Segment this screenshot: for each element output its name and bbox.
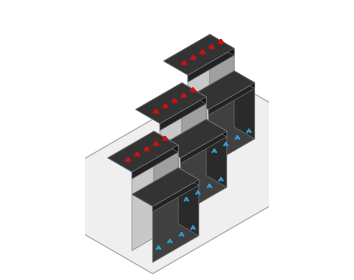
- Polygon shape: [164, 34, 234, 75]
- Polygon shape: [160, 119, 227, 158]
- Polygon shape: [19, 77, 354, 274]
- Polygon shape: [153, 180, 199, 262]
- Polygon shape: [209, 83, 255, 115]
- Polygon shape: [136, 83, 206, 123]
- Polygon shape: [132, 145, 178, 251]
- Polygon shape: [188, 48, 234, 82]
- Polygon shape: [188, 71, 255, 109]
- Polygon shape: [188, 48, 234, 154]
- Polygon shape: [154, 131, 178, 152]
- Polygon shape: [206, 119, 227, 187]
- Polygon shape: [210, 34, 234, 55]
- Polygon shape: [210, 34, 234, 127]
- Polygon shape: [182, 83, 206, 104]
- Polygon shape: [160, 97, 206, 130]
- Polygon shape: [188, 71, 255, 109]
- Polygon shape: [108, 131, 178, 172]
- Polygon shape: [154, 131, 178, 224]
- Polygon shape: [206, 119, 227, 137]
- Polygon shape: [132, 145, 178, 179]
- Polygon shape: [209, 83, 255, 165]
- Polygon shape: [181, 131, 227, 164]
- Polygon shape: [132, 168, 199, 206]
- Polygon shape: [136, 83, 206, 123]
- Polygon shape: [178, 168, 199, 236]
- Polygon shape: [132, 168, 199, 206]
- Polygon shape: [178, 168, 199, 185]
- Polygon shape: [160, 119, 227, 158]
- Polygon shape: [164, 34, 234, 75]
- Polygon shape: [160, 97, 206, 202]
- Polygon shape: [108, 131, 178, 172]
- Polygon shape: [234, 71, 255, 139]
- Polygon shape: [182, 83, 206, 176]
- Polygon shape: [234, 71, 255, 88]
- Polygon shape: [153, 180, 199, 212]
- Polygon shape: [181, 131, 227, 214]
